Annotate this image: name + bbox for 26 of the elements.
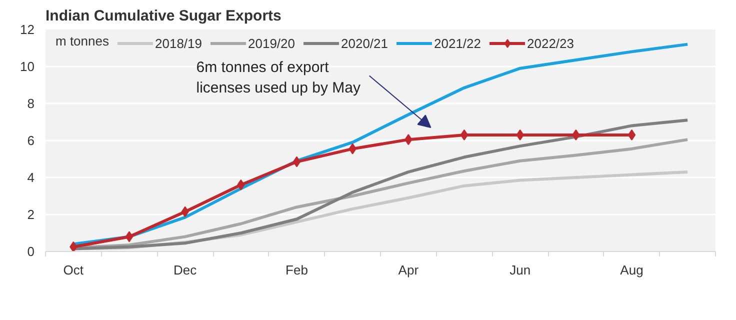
point — [460, 129, 468, 140]
x-tick-label: Apr — [398, 262, 420, 278]
y-axis-title: m tonnes — [56, 34, 110, 48]
point — [125, 231, 134, 242]
y-tick-label: 2 — [27, 207, 35, 222]
chart-title: Indian Cumulative Sugar Exports — [46, 8, 282, 24]
x-tick-label: Feb — [286, 262, 308, 278]
x-tick-label: Aug — [620, 262, 644, 278]
x-tick-label: Oct — [63, 262, 84, 278]
point — [628, 129, 636, 140]
legend-label: 2019/20 — [248, 36, 295, 50]
legend-label: 2020/21 — [341, 36, 388, 50]
point — [292, 156, 301, 168]
y-tick-label: 8 — [27, 96, 35, 111]
x-tick-label: Dec — [174, 262, 198, 278]
y-tick-label: 0 — [27, 244, 35, 259]
y-tick-label: 12 — [20, 22, 35, 37]
y-tick-label: 6 — [27, 133, 35, 148]
legend-label: 2018/19 — [155, 36, 202, 50]
x-tick-label: Jun — [510, 262, 531, 278]
point — [70, 241, 78, 252]
y-tick-label: 4 — [27, 170, 35, 185]
legend-label: 2021/22 — [434, 36, 481, 50]
legend-label: 2022/23 — [527, 36, 574, 50]
y-tick-label: 10 — [20, 59, 35, 74]
annotation: 6m tonnes of export licenses used up by May — [196, 59, 362, 96]
